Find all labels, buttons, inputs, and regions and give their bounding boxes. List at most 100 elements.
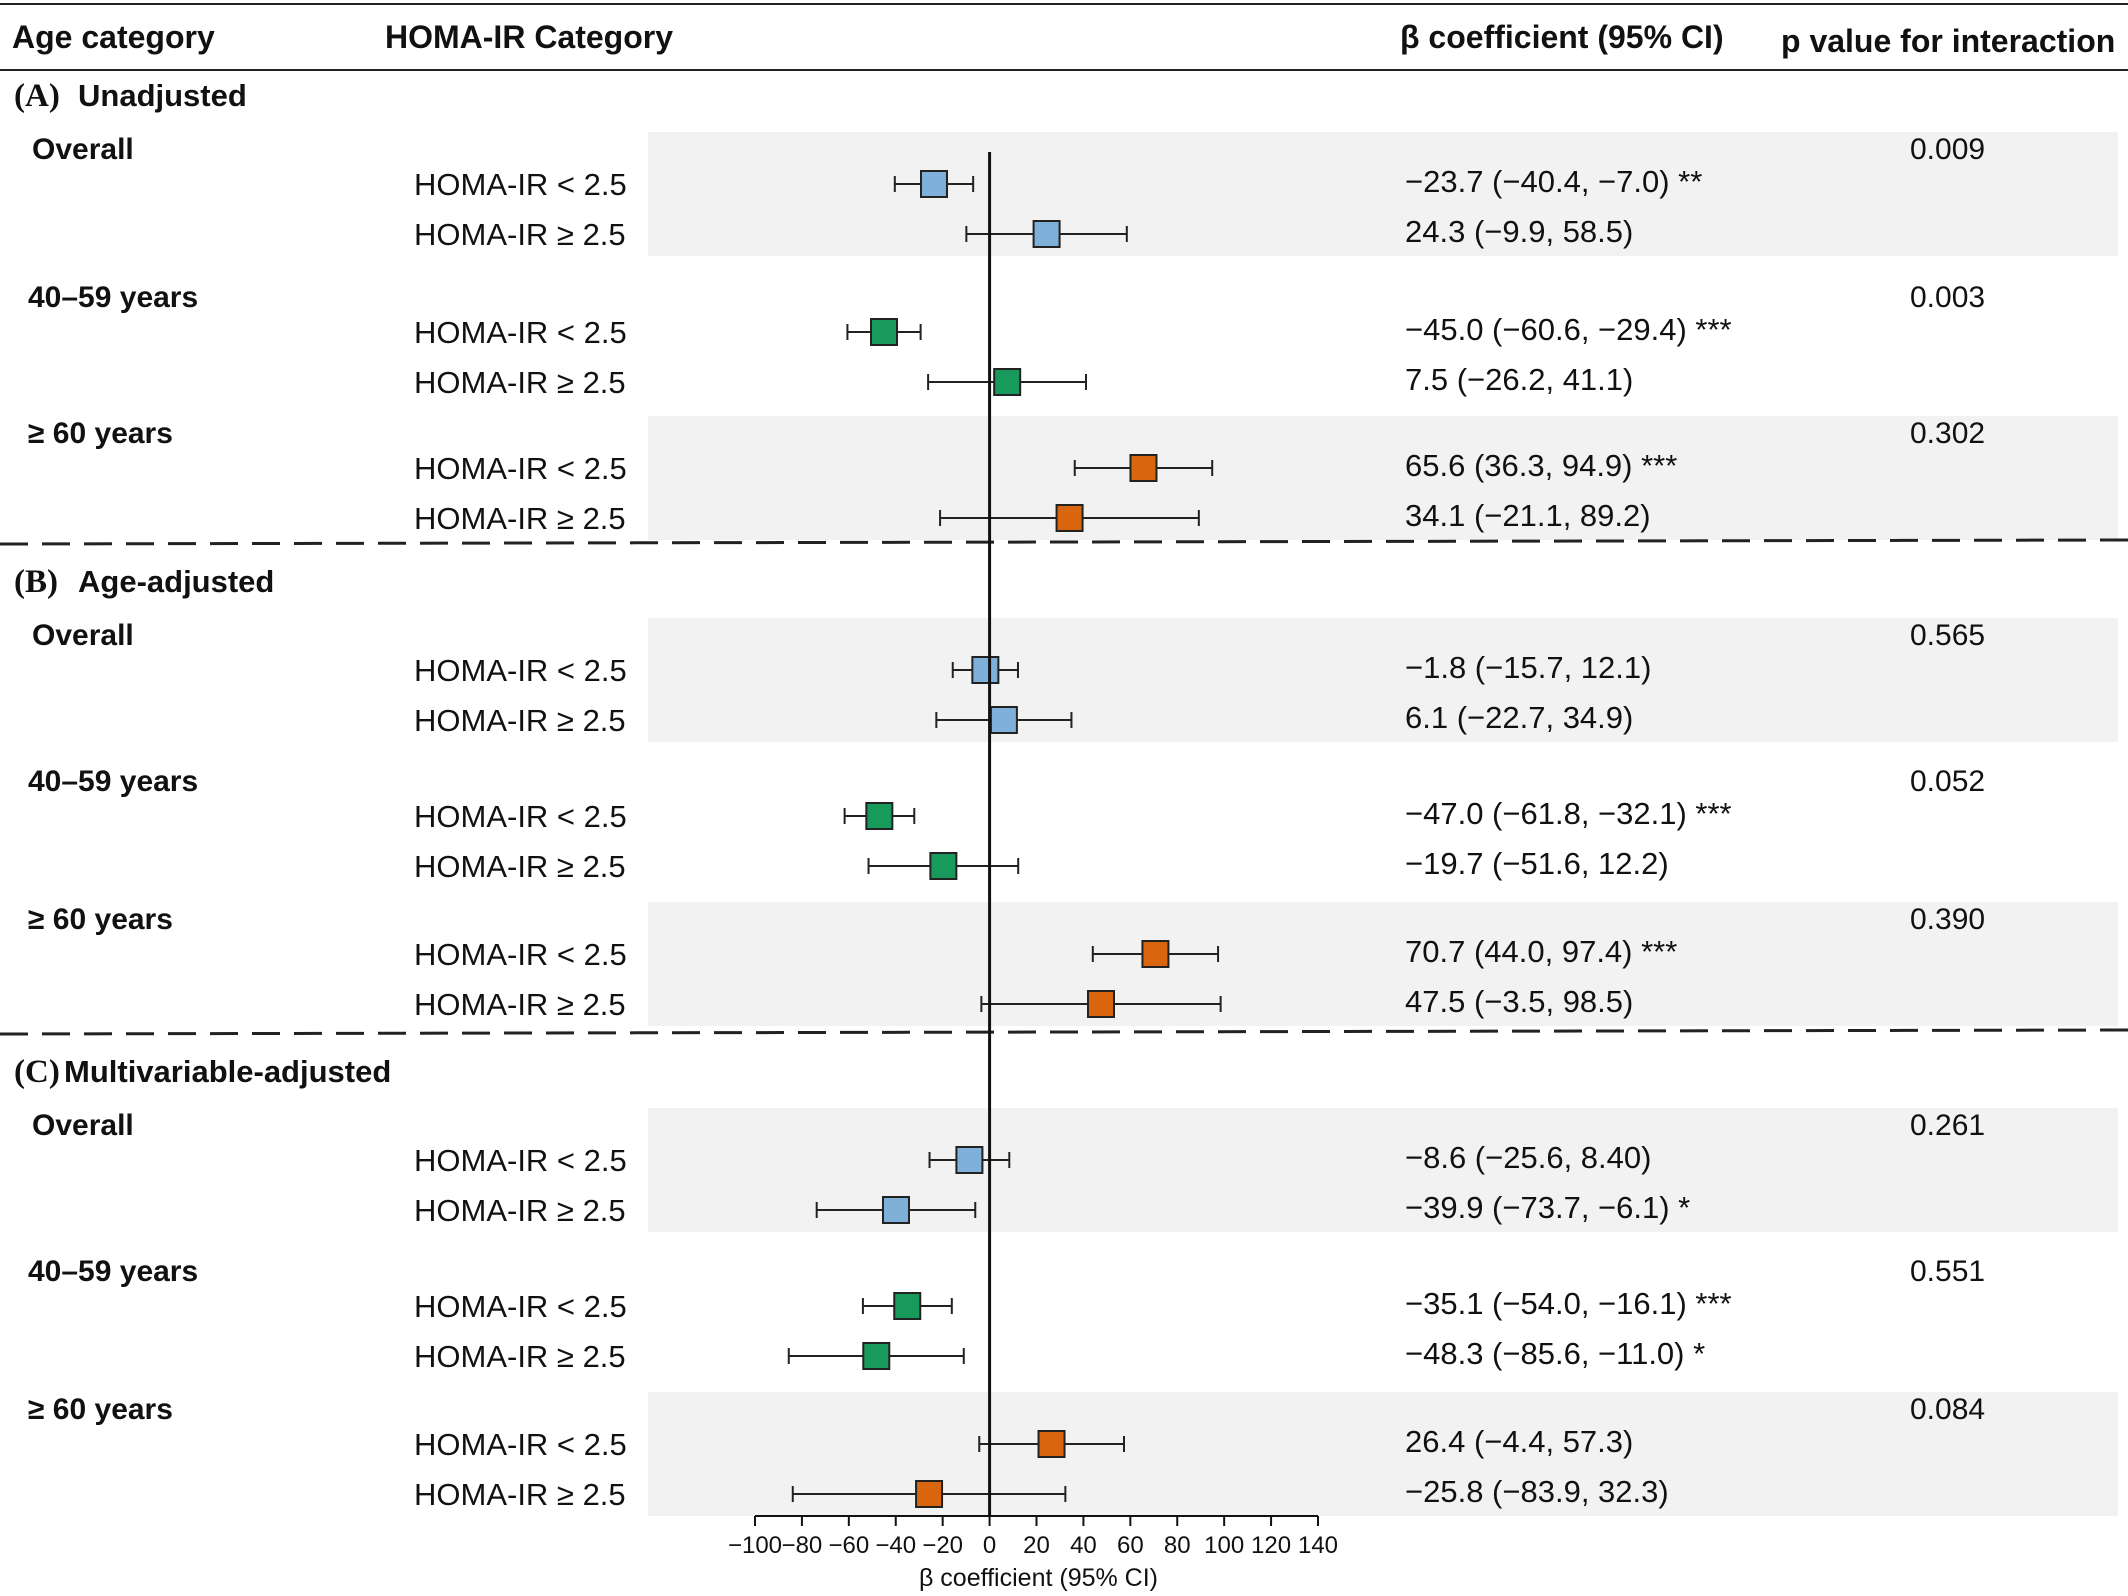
row-label: HOMA-IR ≥ 2.5 xyxy=(414,365,626,400)
x-tick-label: −100 xyxy=(728,1532,782,1559)
group-name: Overall xyxy=(32,133,134,166)
row-label: HOMA-IR < 2.5 xyxy=(414,1143,627,1178)
x-tick-label: 20 xyxy=(1023,1532,1050,1559)
point-estimate xyxy=(915,1480,944,1508)
point-estimate xyxy=(1141,940,1170,968)
row-band xyxy=(648,1108,2118,1232)
estimate-text: −45.0 (−60.6, −29.4) *** xyxy=(1405,312,1732,347)
group-name: Overall xyxy=(32,619,134,652)
x-tick-label: 0 xyxy=(983,1532,996,1559)
x-tick-label: −40 xyxy=(875,1532,916,1559)
row-band xyxy=(648,618,2118,742)
x-tick-label: −20 xyxy=(922,1532,963,1559)
group-name: ≥ 60 years xyxy=(28,903,173,936)
section-letter: (B) xyxy=(14,564,58,600)
row-label: HOMA-IR < 2.5 xyxy=(414,937,627,972)
section-divider xyxy=(0,538,2128,546)
point-estimate xyxy=(955,1146,984,1174)
row-label: HOMA-IR ≥ 2.5 xyxy=(414,849,626,884)
row-label: HOMA-IR ≥ 2.5 xyxy=(414,1477,626,1512)
header-beta: β coefficient (95% CI) xyxy=(1400,19,1724,55)
point-estimate xyxy=(881,1196,910,1224)
p-value: 0.009 xyxy=(1910,133,1985,166)
point-estimate xyxy=(1055,504,1084,532)
estimate-text: −8.6 (−25.6, 8.40) xyxy=(1405,1140,1651,1175)
estimate-text: −19.7 (−51.6, 12.2) xyxy=(1405,846,1669,881)
row-label: HOMA-IR < 2.5 xyxy=(414,315,627,350)
p-value: 0.565 xyxy=(1910,619,1985,652)
group-name: 40–59 years xyxy=(28,281,198,314)
p-value: 0.084 xyxy=(1910,1393,1985,1426)
row-band xyxy=(648,902,2118,1026)
forest-marks xyxy=(787,152,1222,1516)
group-name: 40–59 years xyxy=(28,1255,198,1288)
row-label: HOMA-IR ≥ 2.5 xyxy=(414,501,626,536)
point-estimate xyxy=(870,318,899,346)
x-tick-label: 120 xyxy=(1251,1532,1291,1559)
x-tick-label: 80 xyxy=(1164,1532,1191,1559)
estimate-text: −35.1 (−54.0, −16.1) *** xyxy=(1405,1286,1732,1321)
estimate-text: −39.9 (−73.7, −6.1) * xyxy=(1405,1190,1690,1225)
row-label: HOMA-IR ≥ 2.5 xyxy=(414,217,626,252)
row-label: HOMA-IR < 2.5 xyxy=(414,799,627,834)
x-axis-label: β coefficient (95% CI) xyxy=(919,1564,1158,1592)
x-tick-label: −60 xyxy=(828,1532,869,1559)
p-value: 0.551 xyxy=(1910,1255,1985,1288)
group-name: ≥ 60 years xyxy=(28,1393,173,1426)
point-estimate xyxy=(865,802,894,830)
section-title: Age-adjusted xyxy=(78,564,274,599)
row-band xyxy=(648,132,2118,256)
section-title: Unadjusted xyxy=(78,78,247,113)
p-value: 0.052 xyxy=(1910,765,1985,798)
estimate-text: 70.7 (44.0, 97.4) *** xyxy=(1405,934,1677,969)
estimate-text: 65.6 (36.3, 94.9) *** xyxy=(1405,448,1677,483)
point-estimate xyxy=(1037,1430,1066,1458)
header-p-value: p value for interaction xyxy=(1781,23,2115,59)
p-value: 0.390 xyxy=(1910,903,1985,936)
row-label: HOMA-IR < 2.5 xyxy=(414,451,627,486)
row-label: HOMA-IR < 2.5 xyxy=(414,1289,627,1324)
point-estimate xyxy=(1129,454,1158,482)
header-age-category: Age category xyxy=(12,19,215,55)
estimate-text: −47.0 (−61.8, −32.1) *** xyxy=(1405,796,1732,831)
estimate-text: 7.5 (−26.2, 41.1) xyxy=(1405,362,1633,397)
row-label: HOMA-IR ≥ 2.5 xyxy=(414,987,626,1022)
header-homa-category: HOMA-IR Category xyxy=(385,19,673,55)
section-3: (C) Multivariable-adjusted Overall 0.261 HOM… xyxy=(14,1054,1985,1512)
point-estimate xyxy=(1032,220,1061,248)
estimate-text: 26.4 (−4.4, 57.3) xyxy=(1405,1424,1633,1459)
p-value: 0.003 xyxy=(1910,281,1985,314)
estimate-text: −1.8 (−15.7, 12.1) xyxy=(1405,650,1651,685)
group-name: ≥ 60 years xyxy=(28,417,173,450)
estimate-text: −25.8 (−83.9, 32.3) xyxy=(1405,1474,1669,1509)
point-estimate xyxy=(971,656,1000,684)
estimate-text: −48.3 (−85.6, −11.0) * xyxy=(1405,1336,1705,1371)
row-label: HOMA-IR < 2.5 xyxy=(414,1427,627,1462)
section-divider xyxy=(0,1028,2128,1036)
table-header: Age category HOMA-IR Category β coeffici… xyxy=(0,3,2128,71)
row-band xyxy=(648,416,2118,540)
point-estimate xyxy=(993,368,1022,396)
group-name: 40–59 years xyxy=(28,765,198,798)
point-estimate xyxy=(929,852,958,880)
row-label: HOMA-IR < 2.5 xyxy=(414,167,627,202)
row-band xyxy=(648,1392,2118,1516)
estimate-text: 6.1 (−22.7, 34.9) xyxy=(1405,700,1633,735)
section-letter: (C) xyxy=(14,1054,60,1090)
x-tick-label: 60 xyxy=(1117,1532,1144,1559)
row-label: HOMA-IR ≥ 2.5 xyxy=(414,1193,626,1228)
x-tick-label: −80 xyxy=(782,1532,823,1559)
estimate-text: 47.5 (−3.5, 98.5) xyxy=(1405,984,1633,1019)
point-estimate xyxy=(893,1292,922,1320)
point-estimate xyxy=(919,170,948,198)
estimate-text: −23.7 (−40.4, −7.0) ** xyxy=(1405,164,1702,199)
group-name: Overall xyxy=(32,1109,134,1142)
row-label: HOMA-IR < 2.5 xyxy=(414,653,627,688)
section-2: (B) Age-adjusted Overall 0.565 HOMA-IR < 2.5… xyxy=(14,564,1985,1022)
x-tick-label: 100 xyxy=(1204,1532,1244,1559)
x-axis: −100 −80 −60 −40 −20 0 20 40 60 80 100 120 140 β coef… xyxy=(728,1515,1338,1592)
point-estimate xyxy=(862,1342,891,1370)
section-letter: (A) xyxy=(14,78,60,114)
table-rows: (A) Unadjusted Overall 0.009 HOMA-IR < 2.5 −2… xyxy=(0,78,2128,1512)
